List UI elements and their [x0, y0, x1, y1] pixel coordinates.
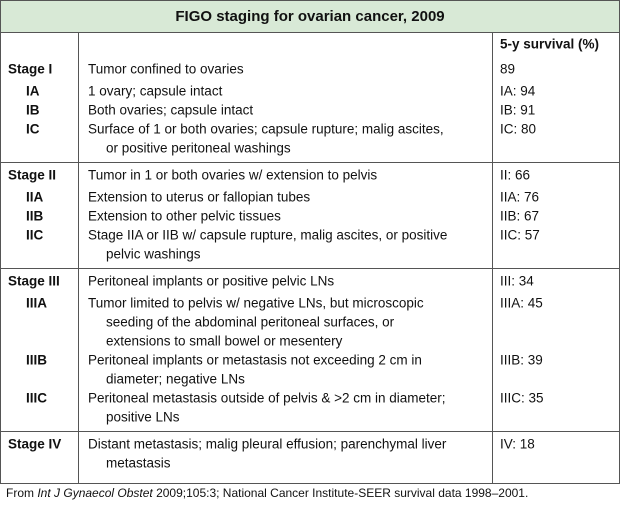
description-line: diameter; negative LNs [106, 371, 245, 387]
description-line: pelvic washings [106, 246, 201, 262]
description-line: extensions to small bowel or mesentery [106, 333, 343, 349]
stage-label: Stage IV [8, 436, 62, 452]
description-line: Tumor in 1 or both ovaries w/ extension … [88, 167, 378, 183]
table-bottom [0, 483, 620, 484]
description-line: Extension to other pelvic tissues [88, 208, 281, 224]
description-line: or positive peritoneal washings [106, 140, 291, 156]
substage-label: IIC [26, 227, 44, 243]
column-divider [78, 32, 79, 483]
description-line: Extension to uterus or fallopian tubes [88, 189, 311, 205]
stage-label: Stage III [8, 273, 60, 289]
description-line: Peritoneal implants or positive pelvic L… [88, 273, 335, 289]
description-line: metastasis [106, 455, 171, 471]
substage-label: IIIA [26, 295, 48, 311]
description-line: seeding of the abdominal peritoneal surf… [106, 314, 395, 330]
description-line: Both ovaries; capsule intact [88, 102, 254, 118]
border-left [0, 32, 1, 483]
substage-label: IIA [26, 189, 44, 205]
substage-label: IIB [26, 208, 44, 224]
row-divider [0, 162, 620, 163]
survival: IIB: 67 [500, 208, 540, 224]
survival: IIIA: 45 [500, 295, 543, 311]
column-divider [492, 32, 493, 483]
substage-label: IIIC [26, 390, 48, 406]
substage-label: IIIB [26, 352, 48, 368]
survival: IIA: 76 [500, 189, 540, 205]
description-line: Distant metastasis; malig pleural effusi… [88, 436, 447, 452]
column-header: 5-y survival (%) [500, 36, 600, 52]
description-line: Peritoneal implants or metastasis not ex… [88, 352, 422, 368]
footer: From Int J Gynaecol Obstet 2009;105:3; N… [6, 486, 528, 500]
survival: IB: 91 [500, 102, 536, 118]
survival: III: 34 [500, 273, 534, 289]
footer-prefix: From [6, 486, 38, 500]
survival: II: 66 [500, 167, 531, 183]
row-divider [0, 431, 620, 432]
description-line: Stage IIA or IIB w/ capsule rupture, mal… [88, 227, 448, 243]
survival: IC: 80 [500, 121, 537, 137]
substage-label: IA [26, 83, 40, 99]
description-line: positive LNs [106, 409, 180, 425]
survival: IA: 94 [500, 83, 536, 99]
survival: IIIC: 35 [500, 390, 544, 406]
stage-label: Stage I [8, 61, 53, 77]
substage-label: IB [26, 102, 40, 118]
survival: 89 [500, 61, 516, 77]
row-divider [0, 268, 620, 269]
footer-source: Int J Gynaecol Obstet [37, 486, 153, 500]
stage-label: Stage II [8, 167, 57, 183]
table-title: FIGO staging for ovarian cancer, 2009 [0, 0, 620, 33]
description-line: Tumor limited to pelvis w/ negative LNs,… [88, 295, 424, 311]
description-line: 1 ovary; capsule intact [88, 83, 223, 99]
description-line: Peritoneal metastasis outside of pelvis … [88, 390, 446, 406]
survival: IV: 18 [500, 436, 535, 452]
description-line: Surface of 1 or both ovaries; capsule ru… [88, 121, 444, 137]
survival: IIC: 57 [500, 227, 540, 243]
survival: IIIB: 39 [500, 352, 543, 368]
substage-label: IC [26, 121, 40, 137]
description-line: Tumor confined to ovaries [88, 61, 244, 77]
footer-rest: 2009;105:3; National Cancer Institute-SE… [152, 486, 529, 500]
